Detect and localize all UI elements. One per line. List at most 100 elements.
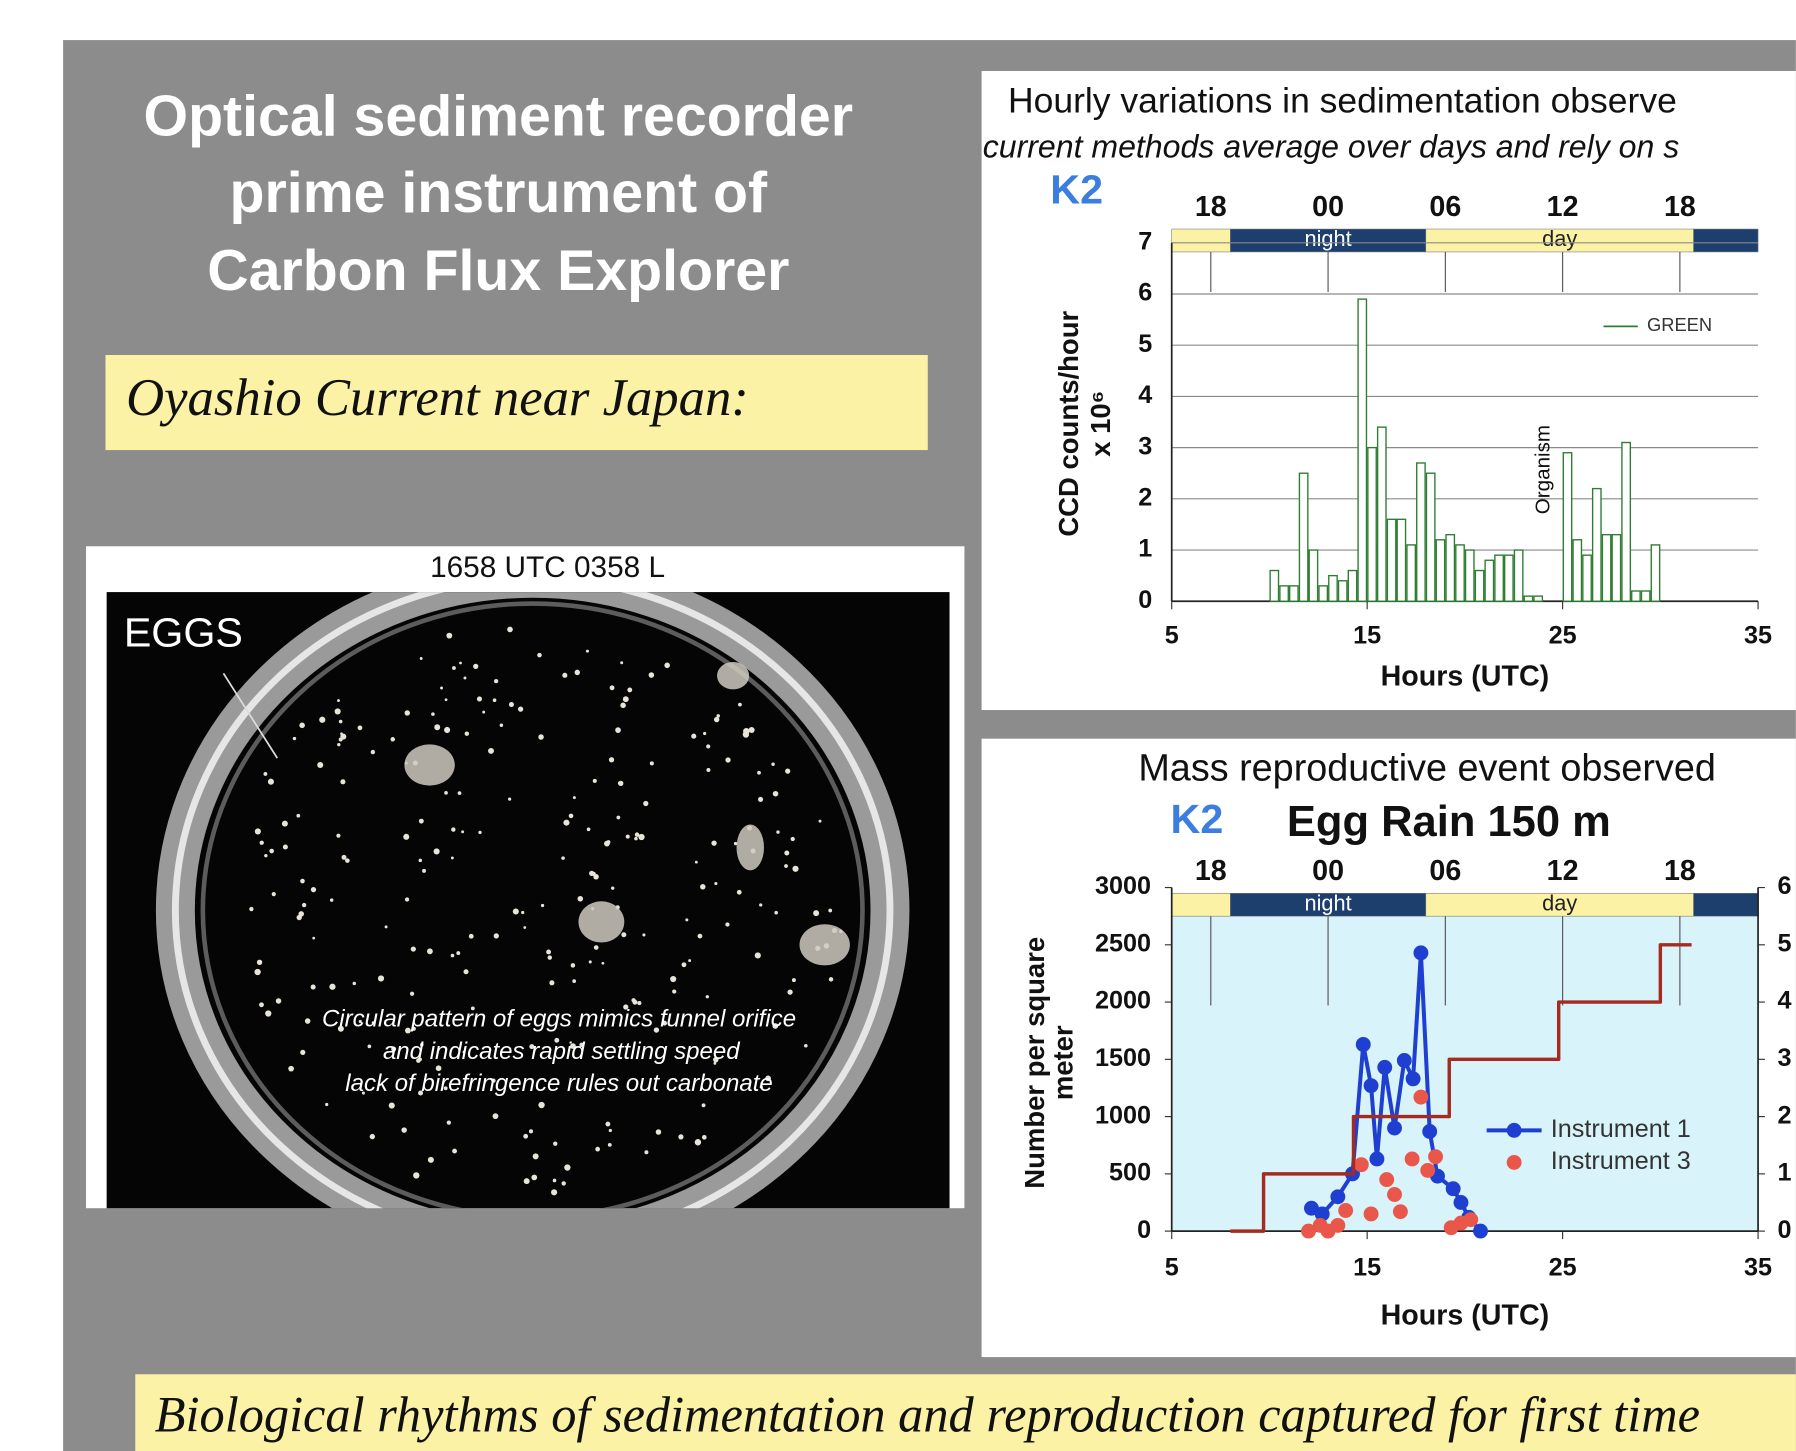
bar <box>1376 426 1387 602</box>
x-tick-label: 15 <box>1353 621 1381 649</box>
egg-dot <box>444 726 451 734</box>
band-label: night <box>1304 890 1351 915</box>
chart-title: Mass reproductive event observed <box>1138 748 1716 790</box>
egg-dot <box>491 1078 496 1083</box>
band-label: night <box>1304 226 1351 251</box>
egg-dot <box>446 1120 451 1125</box>
egg-dot <box>694 860 698 864</box>
egg-dot <box>562 672 568 678</box>
egg-dot <box>337 742 341 747</box>
egg-dot <box>523 926 527 929</box>
egg-dot <box>774 910 778 915</box>
data-point <box>1396 1053 1412 1068</box>
egg-dot <box>634 836 638 841</box>
egg-dot <box>742 731 750 738</box>
egg-dot <box>470 1006 475 1011</box>
egg-dot <box>411 1026 416 1031</box>
y-tick-label: 1500 <box>1095 1044 1151 1072</box>
y-tick-label: 1000 <box>1095 1101 1151 1129</box>
egg-dot <box>589 870 595 877</box>
particle-aggregate <box>799 924 850 966</box>
egg-dot <box>563 819 570 826</box>
egg-dot <box>463 676 467 680</box>
egg-dot <box>340 733 347 740</box>
egg-dot <box>337 699 340 702</box>
egg-dot <box>532 1153 539 1160</box>
data-point <box>1413 945 1429 961</box>
egg-dot <box>637 1001 642 1006</box>
egg-dot <box>334 708 341 715</box>
egg-dot <box>367 1044 372 1049</box>
bar <box>1533 595 1544 602</box>
bar <box>1523 595 1534 602</box>
egg-dot <box>259 1002 264 1008</box>
data-point <box>1301 1223 1316 1239</box>
egg-dot <box>586 827 591 832</box>
egg-dot <box>435 1065 442 1072</box>
egg-dot <box>329 983 336 990</box>
chart-title: Hourly variations in sedimentation obser… <box>1008 80 1677 120</box>
data-point <box>1463 1212 1479 1228</box>
funnel-ring-inner <box>200 601 865 1209</box>
egg-dot <box>611 886 615 890</box>
site-label: K2 <box>1171 796 1224 842</box>
egg-dot <box>361 1091 365 1095</box>
egg-dot <box>254 828 261 835</box>
charts: Hourly variations in sedimentation obser… <box>983 80 1792 1331</box>
egg-dot <box>706 767 711 772</box>
bar <box>1357 298 1368 602</box>
egg-dot <box>358 1019 362 1024</box>
egg-dot <box>300 878 305 884</box>
egg-dot <box>784 850 790 856</box>
egg-dot <box>787 989 793 995</box>
time-band <box>1171 228 1231 253</box>
bar <box>1484 559 1495 602</box>
egg-dot <box>473 663 479 670</box>
bar <box>1328 574 1338 602</box>
egg-dot <box>418 1090 424 1096</box>
egg-dot <box>310 886 317 893</box>
egg-dot <box>759 903 763 907</box>
title-line: Carbon Flux Explorer <box>207 239 789 303</box>
egg-dot <box>553 1141 558 1146</box>
data-point <box>1453 1195 1469 1210</box>
bar <box>1601 533 1612 602</box>
data-point <box>1392 1204 1408 1220</box>
egg-dot <box>609 685 615 691</box>
egg-dot <box>265 1010 272 1017</box>
top-tick-label: 18 <box>1664 855 1696 887</box>
egg-dot <box>508 797 512 801</box>
top-tick-label: 12 <box>1547 855 1579 887</box>
data-point <box>1369 1151 1385 1167</box>
slide-title: Optical sediment recorder prime instrume… <box>144 84 854 303</box>
chart-subtitle: current methods average over days and re… <box>983 128 1680 164</box>
data-point <box>1445 1181 1461 1197</box>
egg-dot <box>725 757 731 763</box>
egg-dot <box>638 833 645 841</box>
y2-tick-label: 0 <box>1778 1216 1792 1244</box>
chart: Hourly variations in sedimentation obser… <box>983 80 1772 692</box>
egg-dot <box>418 1057 422 1062</box>
egg-dot <box>433 848 440 855</box>
egg-dot <box>570 963 576 968</box>
slide-subtitle: Oyashio Current near Japan: <box>126 369 749 427</box>
bar <box>1367 446 1377 602</box>
egg-dot <box>422 868 427 873</box>
egg-dot <box>450 953 455 958</box>
egg-dot <box>410 946 416 952</box>
egg-dot <box>701 1103 706 1108</box>
egg-dot <box>296 914 302 921</box>
bar <box>1640 590 1651 602</box>
egg-dot <box>608 757 615 763</box>
egg-dot <box>818 819 822 823</box>
egg-dot <box>554 1037 560 1043</box>
egg-dot <box>426 948 433 955</box>
y2-tick-label: 4 <box>1778 987 1792 1015</box>
egg-dot <box>703 731 707 736</box>
data-point <box>1387 1187 1402 1202</box>
y-tick-label: 6 <box>1138 279 1152 307</box>
egg-dot <box>678 1134 684 1140</box>
egg-dot <box>552 1178 557 1183</box>
bar <box>1337 580 1348 602</box>
